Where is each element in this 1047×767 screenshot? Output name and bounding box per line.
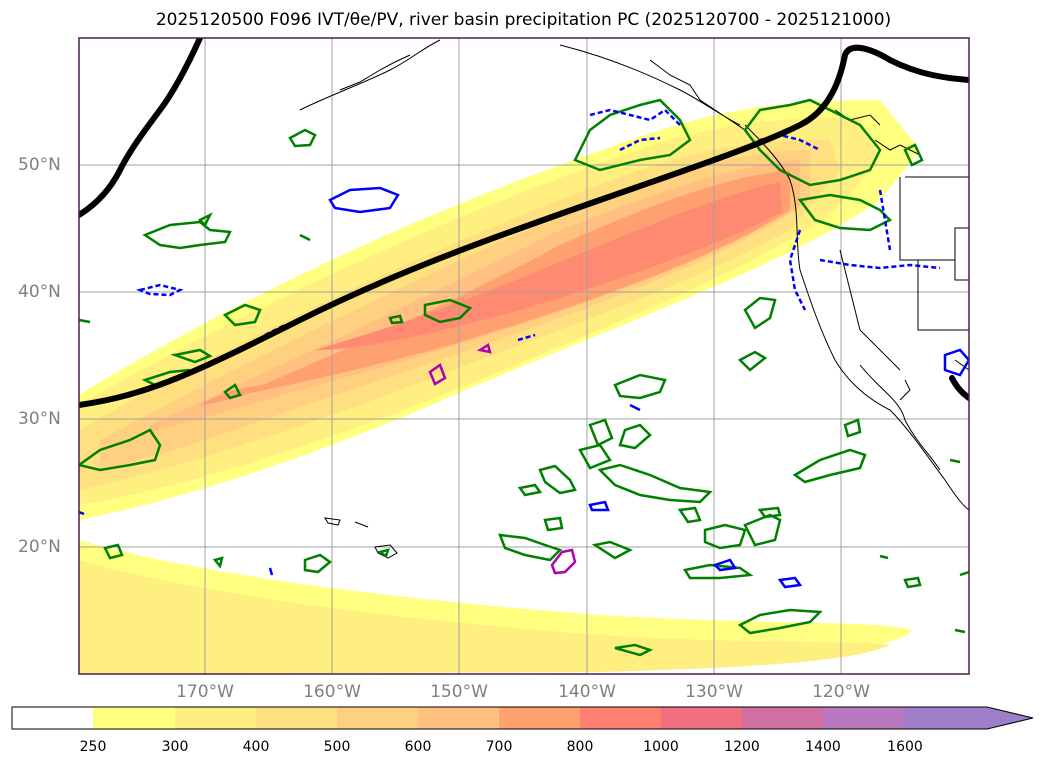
colorbar-cell <box>256 707 337 729</box>
colorbar-cell <box>337 707 418 729</box>
lat-label-50n: 50°N <box>18 155 61 175</box>
map-title: 2025120500 F096 IVT/θe/PV, river basin p… <box>155 10 892 30</box>
colorbar-cell <box>742 707 823 729</box>
colorbar-tick-label: 300 <box>161 739 189 755</box>
colorbar-cell <box>499 707 580 729</box>
colorbar-cell <box>823 707 905 729</box>
coastlines <box>299 39 969 559</box>
map-gridlines <box>79 38 969 674</box>
colorbar-tick-label: 600 <box>404 739 432 755</box>
colorbar-cell <box>12 707 93 729</box>
colorbar-cell <box>580 707 661 729</box>
colorbar-tick-label: 1600 <box>887 739 923 755</box>
colorbar-cell <box>418 707 499 729</box>
colorbar-tick-label: 800 <box>566 739 594 755</box>
colorbar-cell <box>175 707 256 729</box>
colorbar-cell <box>93 707 175 729</box>
lon-label-150w: 150°W <box>430 682 488 702</box>
map-frame <box>78 37 970 675</box>
colorbar-tick-label: 400 <box>242 739 270 755</box>
theta-e-line <box>79 38 969 408</box>
colorbar <box>12 707 1033 729</box>
lon-label-130w: 130°W <box>685 682 743 702</box>
colorbar-tick-label: 1400 <box>805 739 841 755</box>
lon-label-140w: 140°W <box>558 682 616 702</box>
lat-label-40n: 40°N <box>18 282 61 302</box>
magenta-contours <box>550 548 577 575</box>
lat-label-30n: 30°N <box>18 409 61 429</box>
colorbar-cell <box>661 707 742 729</box>
ivt-plume <box>79 100 920 674</box>
lon-label-170w: 170°W <box>176 682 234 702</box>
colorbar-tick-label: 700 <box>485 739 513 755</box>
colorbar-tick-label: 1200 <box>724 739 760 755</box>
colorbar-outline <box>11 706 1034 730</box>
colorbar-cell <box>905 707 987 729</box>
colorbar-tick-label: 250 <box>79 739 107 755</box>
colorbar-extend-arrow <box>987 707 1033 729</box>
lon-label-160w: 160°W <box>303 682 361 702</box>
lon-label-120w: 120°W <box>812 682 870 702</box>
lat-label-20n: 20°N <box>18 537 61 557</box>
colorbar-tick-label: 1000 <box>643 739 679 755</box>
colorbar-tick-label: 500 <box>323 739 351 755</box>
green-contours <box>79 98 969 657</box>
map-area <box>79 38 969 674</box>
